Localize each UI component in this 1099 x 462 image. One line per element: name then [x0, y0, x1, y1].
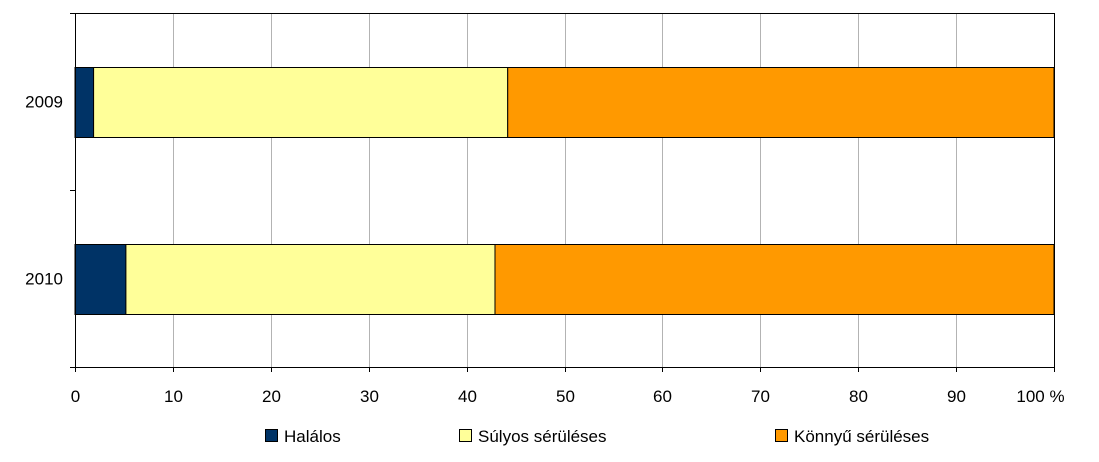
legend-label: Súlyos sérüléses — [478, 427, 607, 446]
x-tick-label: 0 — [71, 387, 80, 406]
plot-frame — [75, 13, 1055, 368]
legend-swatch — [265, 429, 278, 442]
x-tick-label: 60 — [653, 387, 672, 406]
bars — [74, 67, 1055, 315]
bar-segment — [125, 244, 496, 315]
x-tick-label: 100 % — [1016, 387, 1064, 406]
x-tick-label: 50 — [556, 387, 575, 406]
y-category-label: 2009 — [25, 93, 63, 112]
tick-labels: 0 10 20 30 40 50 60 70 80 90 100 % 2009 2010 — [25, 93, 1064, 407]
x-tick-label: 30 — [360, 387, 379, 406]
legend-swatch — [775, 429, 788, 442]
legend: Halálos Súlyos sérüléses Könnyű sérüléses — [265, 427, 929, 446]
x-tick-label: 70 — [751, 387, 770, 406]
legend-swatch — [459, 429, 472, 442]
bar-segment — [74, 67, 95, 138]
bar-segment — [494, 244, 1055, 315]
x-tick-label: 10 — [164, 387, 183, 406]
bar-segment — [74, 244, 127, 315]
x-tick-label: 90 — [947, 387, 966, 406]
x-tick-label: 80 — [849, 387, 868, 406]
bar-segment — [507, 67, 1055, 138]
legend-label: Halálos — [284, 427, 341, 446]
axes — [70, 13, 1055, 372]
bar-segment — [93, 67, 509, 138]
x-tick-label: 40 — [458, 387, 477, 406]
y-category-label: 2010 — [25, 270, 63, 289]
x-tick-label: 20 — [262, 387, 281, 406]
legend-label: Könnyű sérüléses — [794, 427, 929, 446]
